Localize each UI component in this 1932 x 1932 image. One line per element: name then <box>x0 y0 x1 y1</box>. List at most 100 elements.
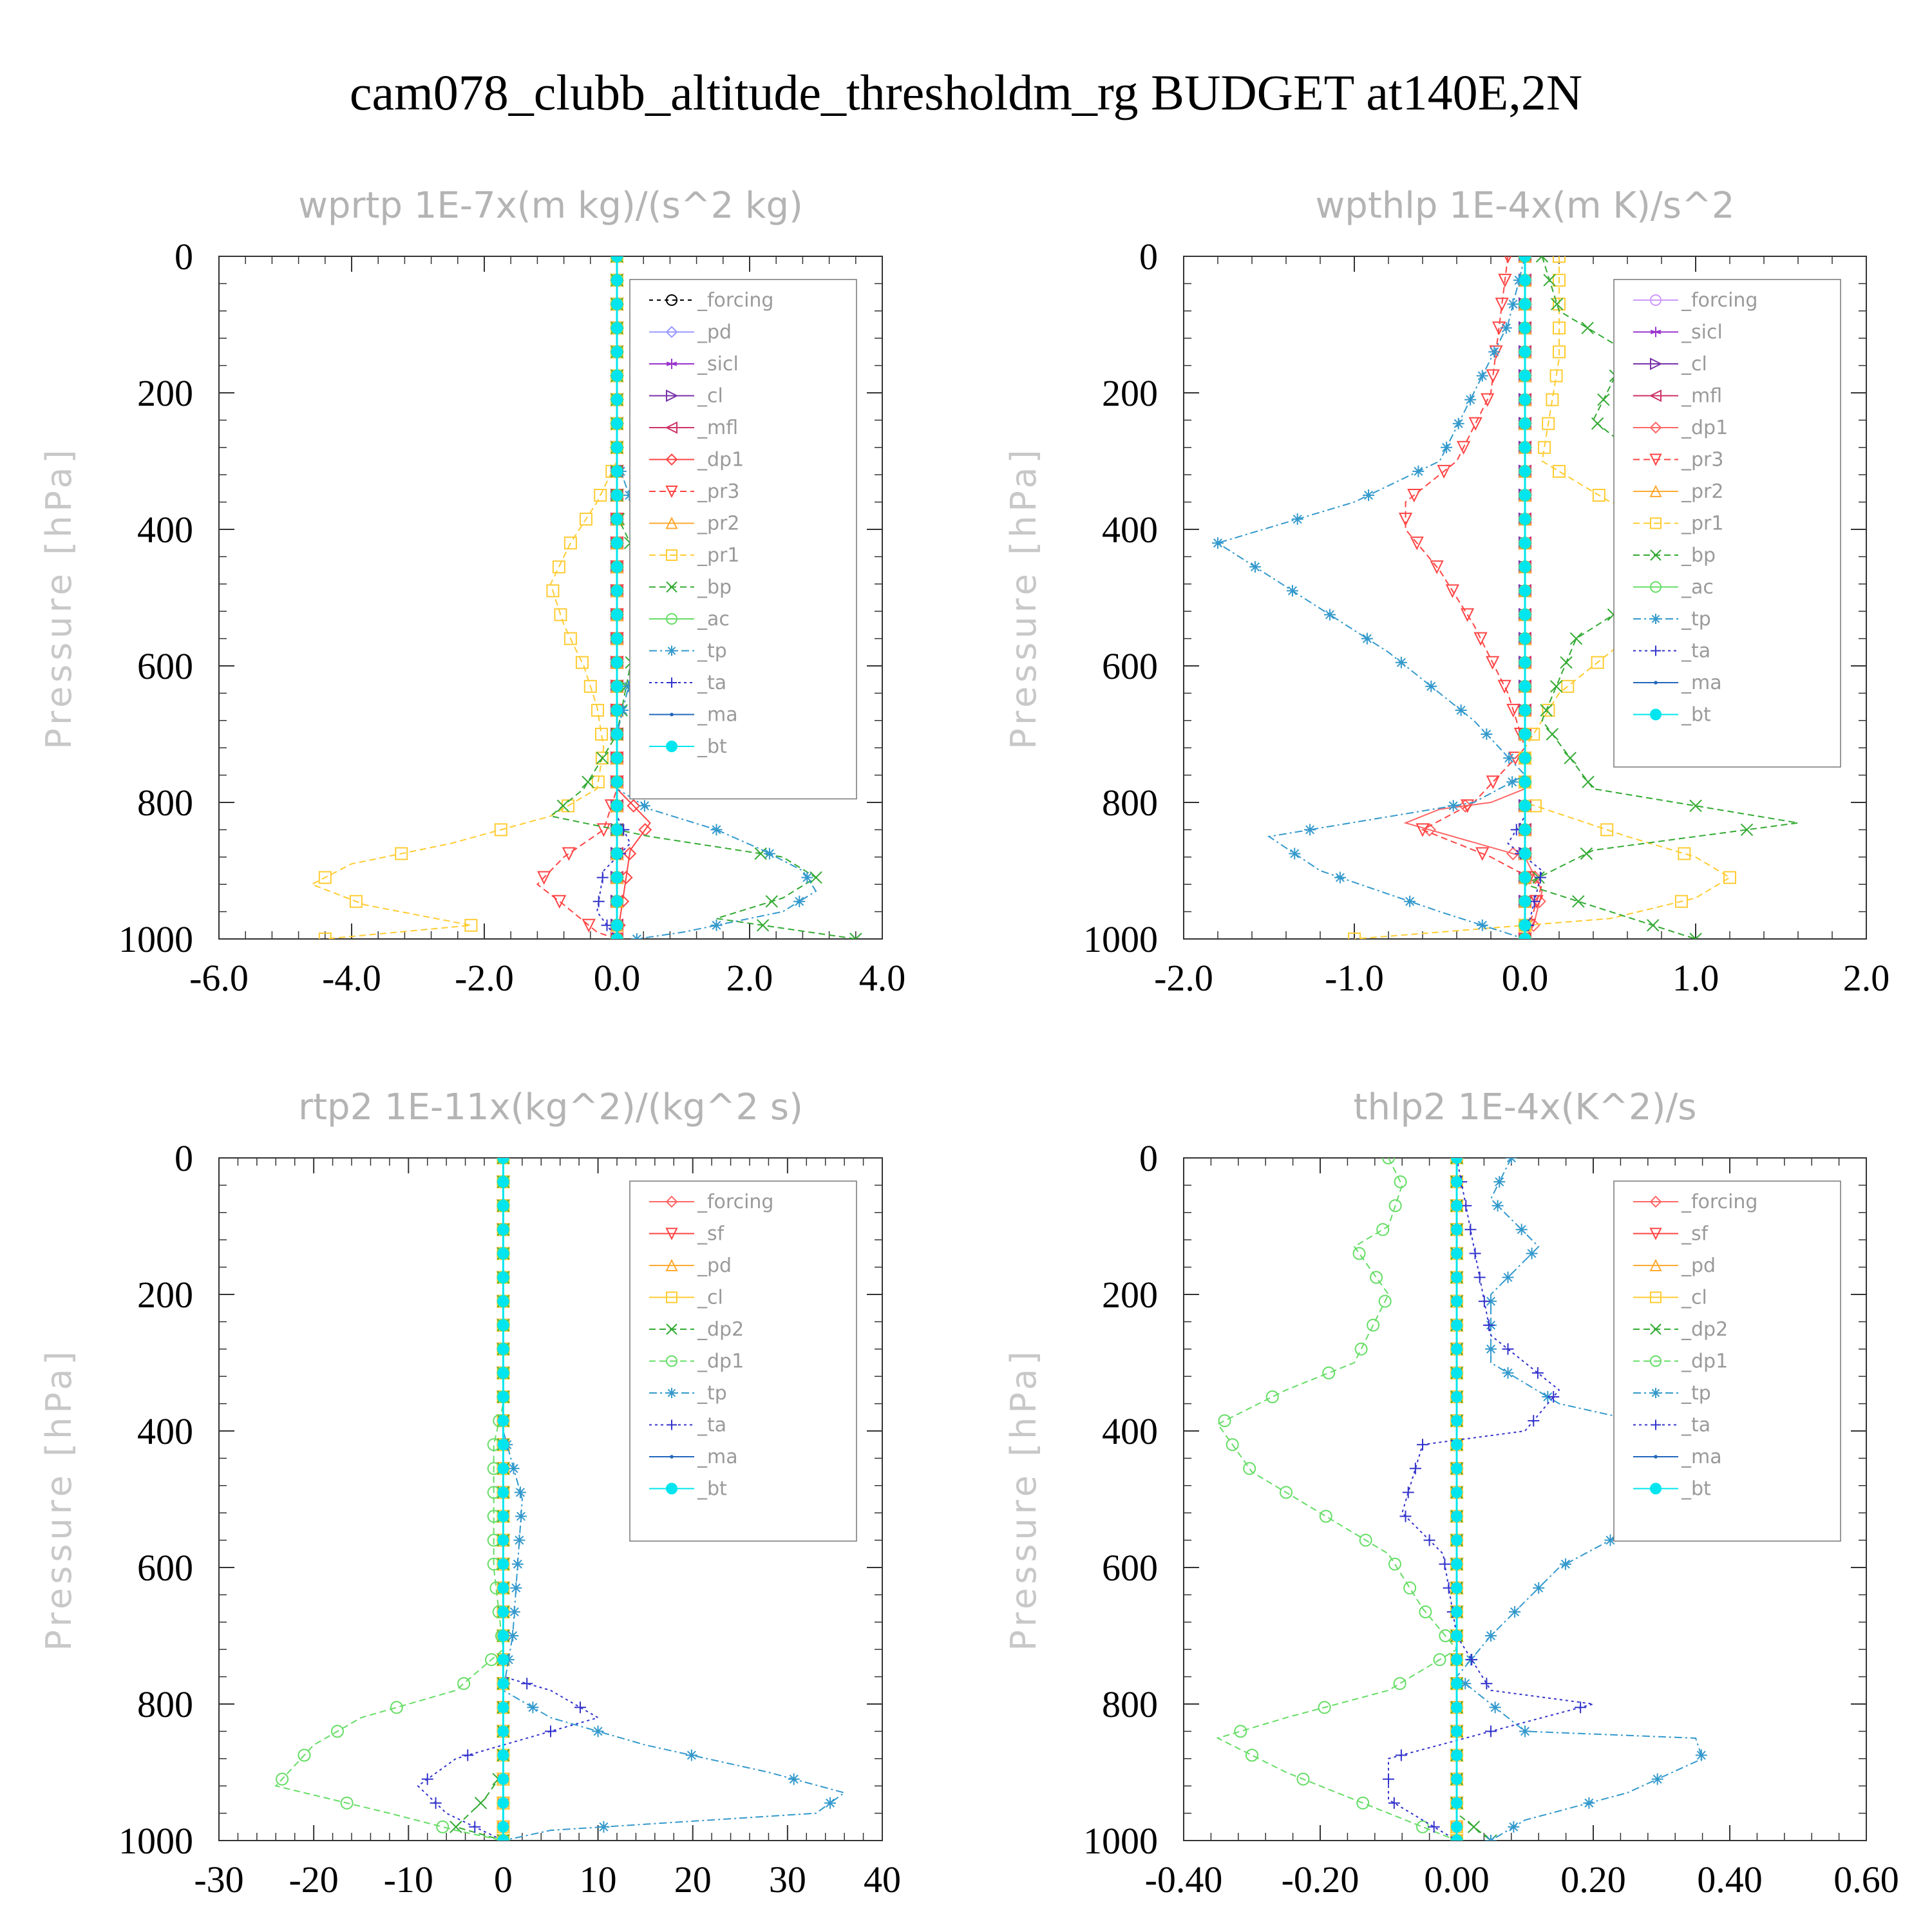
series-point <box>1508 1821 1520 1833</box>
series-point <box>1519 776 1531 788</box>
series-point <box>1466 1654 1478 1666</box>
series-point <box>1488 346 1501 358</box>
series-point <box>1528 871 1542 885</box>
series-point <box>611 871 623 884</box>
series-point <box>1695 1749 1707 1761</box>
series-point <box>623 680 635 692</box>
series-point <box>611 274 623 287</box>
series-point <box>611 848 623 860</box>
legend-label: _forcing <box>697 1191 773 1213</box>
legend-swatch-marker <box>1651 1388 1661 1398</box>
series-point <box>1451 1773 1463 1785</box>
series-point <box>1478 1295 1490 1307</box>
series-point <box>497 1319 509 1331</box>
y-tick-label: 400 <box>1102 509 1158 551</box>
series-point <box>1265 1390 1279 1403</box>
series-point <box>1409 1463 1421 1475</box>
series-point <box>1451 1701 1463 1714</box>
series-point <box>1376 1223 1390 1236</box>
series-point <box>1502 1271 1514 1283</box>
legend-swatch-marker <box>1649 1195 1662 1208</box>
series-point <box>810 871 822 884</box>
series-point <box>1476 919 1488 931</box>
series-point <box>1513 274 1525 287</box>
legend-label: _dp2 <box>1681 1318 1728 1341</box>
legend-swatch-marker <box>666 1323 677 1335</box>
series-point <box>1451 1176 1463 1188</box>
series-dp1 <box>1216 1158 1463 1841</box>
series-point <box>1486 656 1500 670</box>
legend-swatch-marker <box>665 326 678 338</box>
chart-panel-2: wpthlp 1E-4x(m K)/s^2 Pressure [hPa] -2.0 -… <box>1003 185 1889 999</box>
series-point <box>1394 1175 1407 1189</box>
series-point <box>611 776 623 788</box>
series-point <box>1723 871 1736 884</box>
series-point <box>1519 585 1531 597</box>
legend-swatch-marker <box>1649 1258 1662 1271</box>
series-point <box>1451 1295 1463 1307</box>
series-point <box>485 1653 498 1667</box>
series-point <box>1502 1367 1514 1379</box>
legend-swatch-marker <box>667 677 677 688</box>
legend-label: _pd <box>697 1255 732 1277</box>
legend-swatch-marker <box>667 1419 677 1430</box>
legend-label: _cl <box>697 385 723 408</box>
legend: _forcing _sf _pd _cl _dp2 _dp1 _tp _ta _ma _bt <box>1613 1180 1841 1542</box>
series-line <box>1216 256 1526 939</box>
series-point <box>611 370 623 382</box>
series-point <box>1410 536 1424 551</box>
series-point <box>1550 298 1564 310</box>
series-point <box>1452 417 1464 430</box>
series-point <box>1447 800 1459 812</box>
legend-swatch-marker <box>665 453 678 466</box>
series-point <box>1533 895 1546 909</box>
series-point <box>1356 1796 1370 1810</box>
series-point <box>1451 1630 1463 1642</box>
series-point <box>611 919 623 931</box>
legend-label: _sf <box>697 1223 725 1245</box>
series-point <box>1519 728 1531 740</box>
series-point <box>546 584 560 598</box>
series-point <box>1519 895 1531 907</box>
series-point <box>497 1630 509 1642</box>
legend-label: _tp <box>1681 1382 1711 1405</box>
series-point <box>1354 1342 1368 1356</box>
y-tick-label: 200 <box>1102 372 1158 414</box>
series-point <box>1495 298 1509 312</box>
series-point <box>595 752 609 765</box>
series-point <box>1540 704 1553 717</box>
series-point <box>1486 775 1500 790</box>
series-point <box>497 1510 509 1522</box>
series-point <box>611 632 623 645</box>
series-point <box>1549 369 1563 383</box>
series-point <box>1502 1343 1514 1355</box>
series-point <box>1531 1367 1544 1379</box>
series-point <box>1519 933 1531 939</box>
series-line <box>536 256 618 939</box>
x-tick-label: -2.0 <box>455 957 514 999</box>
legend-swatch-marker <box>1650 581 1662 593</box>
series-ta <box>1383 1158 1594 1841</box>
legend-label: _ac <box>1681 576 1714 599</box>
series-point <box>596 823 611 837</box>
series-point <box>1485 1835 1497 1841</box>
series-point <box>1519 656 1531 668</box>
series-point <box>1451 1158 1463 1164</box>
series-point <box>1519 824 1531 836</box>
series-point <box>1367 1318 1380 1332</box>
series-point <box>1575 1701 1587 1714</box>
series-point <box>1553 464 1566 478</box>
series-line <box>1388 1158 1594 1841</box>
y-tick-label: 0 <box>175 1137 193 1179</box>
series-point <box>1560 656 1573 669</box>
series-point <box>1481 393 1495 407</box>
series-point <box>596 871 609 884</box>
series-point <box>1651 1773 1663 1785</box>
series-point <box>1322 1366 1336 1379</box>
series-point <box>627 799 641 813</box>
legend-swatch-marker <box>667 645 677 656</box>
series-bt <box>497 1158 509 1841</box>
legend-label: _pr3 <box>697 480 739 503</box>
y-tick-label: 600 <box>137 1547 193 1589</box>
series-point <box>1451 1367 1463 1379</box>
